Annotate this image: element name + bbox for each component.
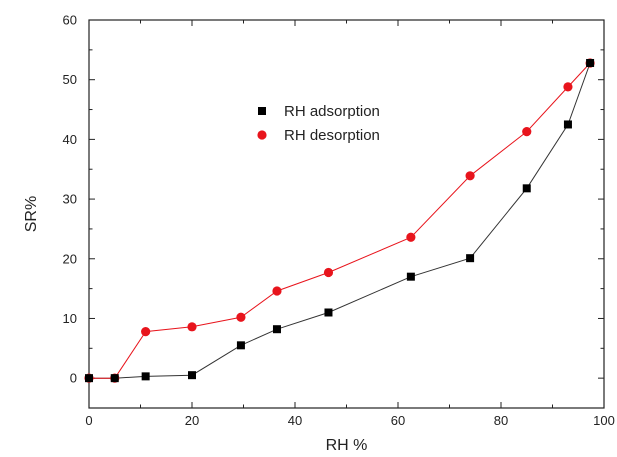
legend-marker-desorption — [257, 130, 267, 140]
data-point-adsorption — [236, 341, 245, 350]
legend: RH adsorption RH desorption — [257, 103, 380, 144]
x-tick-label: 40 — [288, 413, 302, 428]
data-point-adsorption — [522, 184, 531, 193]
data-point-desorption — [236, 312, 246, 322]
data-point-adsorption — [406, 272, 415, 281]
data-point-adsorption — [324, 308, 333, 317]
y-tick-label: 20 — [63, 251, 77, 266]
x-tick-label: 60 — [391, 413, 405, 428]
tick-labels: 0 20 40 60 80 100 0 10 20 30 40 50 60 — [63, 13, 615, 429]
data-point-adsorption — [563, 120, 572, 129]
data-point-desorption — [323, 267, 334, 278]
x-tick-label: 80 — [494, 413, 508, 428]
legend-label-adsorption: RH adsorption — [284, 103, 380, 120]
data-point-adsorption — [141, 372, 150, 381]
y-tick-label: 10 — [63, 311, 77, 326]
data-point-desorption — [272, 286, 282, 296]
series-line-1 — [89, 62, 591, 379]
y-tick-label: 50 — [63, 72, 77, 87]
data-point-desorption — [187, 322, 197, 332]
data-point-desorption — [141, 326, 151, 337]
y-tick-label: 30 — [63, 192, 77, 207]
series-lines — [89, 62, 591, 379]
data-point-desorption — [465, 171, 475, 181]
data-point-adsorption — [272, 325, 281, 334]
plot-frame — [88, 19, 605, 409]
y-tick-label: 40 — [63, 132, 77, 147]
data-point-desorption — [406, 232, 416, 242]
data-point-adsorption — [188, 371, 196, 380]
y-tick-label: 0 — [70, 371, 77, 386]
data-point-adsorption — [586, 58, 595, 67]
data-point-desorption — [522, 127, 532, 137]
series-line-0 — [89, 62, 591, 379]
data-point-desorption — [563, 82, 573, 92]
axis-ticks — [88, 19, 605, 408]
x-tick-label: 20 — [185, 413, 199, 428]
y-axis-title: SR% — [23, 196, 40, 232]
data-point-adsorption — [110, 374, 119, 383]
y-tick-label: 60 — [63, 13, 77, 28]
data-point-adsorption — [466, 254, 475, 263]
legend-marker-adsorption — [258, 107, 266, 115]
data-point-adsorption — [85, 374, 93, 383]
series-points — [84, 58, 595, 383]
x-axis-title: RH % — [326, 437, 368, 454]
x-tick-label: 100 — [593, 413, 615, 428]
x-tick-label: 0 — [85, 413, 92, 428]
legend-label-desorption: RH desorption — [284, 127, 380, 144]
